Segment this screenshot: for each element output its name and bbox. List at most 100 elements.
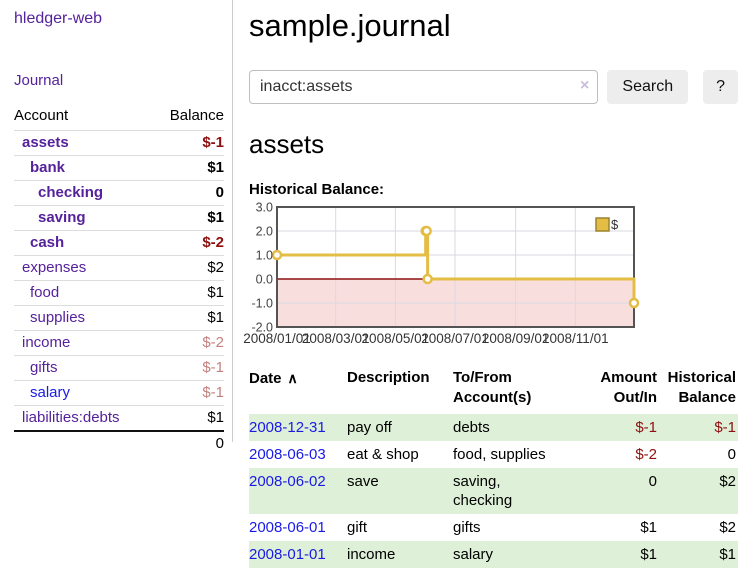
main-content: sample.journal × Search ? assets Histori… — [243, 0, 738, 568]
account-balance: $2 — [207, 259, 224, 276]
accounts-cell: saving, checking — [453, 473, 513, 509]
account-balance: $1 — [207, 284, 224, 301]
register-row: 2008-12-31 pay off debts $-1 $-1 — [249, 414, 738, 441]
account-link-gifts[interactable]: gifts — [30, 359, 58, 376]
transaction-date-link[interactable]: 2008-06-02 — [249, 473, 326, 490]
search-form: × Search ? — [249, 70, 738, 104]
account-link-liabilities-debts[interactable]: liabilities:debts — [22, 409, 120, 426]
account-link-saving[interactable]: saving — [38, 209, 86, 226]
balance-cell: $2 — [719, 473, 736, 490]
svg-text:2008/05/01: 2008/05/01 — [362, 331, 430, 346]
header-amount: Amount Out/In — [600, 369, 657, 406]
account-row: expenses $2 — [14, 255, 224, 280]
accounts-total-row: 0 — [14, 430, 224, 456]
account-row: supplies $1 — [14, 305, 224, 330]
header-date[interactable]: Date ∧ — [249, 370, 298, 387]
account-link-cash[interactable]: cash — [30, 234, 65, 251]
search-input[interactable] — [249, 70, 599, 104]
amount-cell: $1 — [640, 546, 657, 563]
register-row: 2008-06-02 save saving, checking 0 $2 — [249, 468, 738, 514]
description-cell: pay off — [347, 419, 392, 436]
account-row: income $-2 — [14, 330, 224, 355]
svg-text:2.0: 2.0 — [256, 225, 273, 239]
register-row: 2008-01-01 income salary $1 $1 — [249, 541, 738, 568]
balance-cell: $1 — [719, 546, 736, 563]
balance-cell: 0 — [727, 446, 736, 463]
account-balance: $1 — [207, 409, 224, 426]
transaction-date-link[interactable]: 2008-12-31 — [249, 419, 326, 436]
account-balance: $1 — [207, 309, 224, 326]
header-description: Description — [347, 369, 430, 386]
account-balance: $-1 — [202, 134, 224, 151]
clear-search-icon[interactable]: × — [580, 77, 590, 94]
account-link-income[interactable]: income — [22, 334, 71, 351]
accounts-total-value: 0 — [215, 435, 224, 452]
brand-link[interactable]: hledger-web — [14, 10, 103, 27]
page-title: sample.journal — [249, 8, 451, 43]
svg-text:1.0: 1.0 — [256, 249, 273, 263]
account-link-bank[interactable]: bank — [30, 159, 66, 176]
accounts-table-header: Account Balance — [14, 105, 224, 130]
register-row: 2008-06-01 gift gifts $1 $2 — [249, 514, 738, 541]
svg-text:2008/01/01: 2008/01/01 — [243, 331, 311, 346]
transaction-date-link[interactable]: 2008-06-01 — [249, 519, 326, 536]
amount-cell: $1 — [640, 519, 657, 536]
account-link-salary[interactable]: salary — [30, 384, 71, 401]
account-row: gifts $-1 — [14, 355, 224, 380]
description-cell: gift — [347, 519, 368, 536]
transaction-date-link[interactable]: 2008-06-03 — [249, 446, 326, 463]
svg-text:2008/07/01: 2008/07/01 — [421, 331, 489, 346]
accounts-cell: gifts — [453, 519, 481, 536]
amount-cell: 0 — [648, 473, 657, 490]
sort-asc-icon: ∧ — [287, 370, 298, 386]
svg-text:2008/09/01: 2008/09/01 — [482, 331, 550, 346]
balance-cell: $2 — [719, 519, 736, 536]
svg-text:-2.0: -2.0 — [251, 321, 273, 335]
svg-text:-1.0: -1.0 — [251, 297, 273, 311]
account-balance: $-1 — [202, 359, 224, 376]
balance-cell: $-1 — [714, 419, 736, 436]
help-button[interactable]: ? — [703, 70, 738, 104]
sidebar: hledger-web Journal Account Balance asse… — [0, 0, 233, 452]
amount-cell: $-1 — [635, 419, 657, 436]
account-balance: $1 — [207, 159, 224, 176]
balance-column-header: Balance — [169, 107, 224, 124]
account-row: cash $-2 — [14, 230, 224, 255]
account-balance: $-1 — [202, 384, 224, 401]
account-row: checking 0 — [14, 180, 224, 205]
register-table: Date ∧ Description To/From Account(s) Amo… — [249, 367, 738, 568]
account-link-expenses[interactable]: expenses — [22, 259, 87, 276]
svg-text:0.0: 0.0 — [256, 273, 273, 287]
accounts-cell: food, supplies — [453, 446, 546, 463]
header-accounts: To/From Account(s) — [453, 369, 532, 406]
account-row: bank $1 — [14, 155, 224, 180]
account-heading: assets — [249, 129, 325, 159]
account-balance: $-2 — [202, 334, 224, 351]
account-row: saving $1 — [14, 205, 224, 230]
svg-text:$: $ — [611, 217, 619, 232]
account-link-food[interactable]: food — [30, 284, 60, 301]
svg-text:2008/11/01: 2008/11/01 — [542, 331, 609, 346]
account-link-checking[interactable]: checking — [38, 184, 104, 201]
account-balance: $1 — [207, 209, 224, 226]
account-link-assets[interactable]: assets — [22, 134, 69, 151]
account-row: liabilities:debts $1 — [14, 405, 224, 430]
account-balance: $-2 — [202, 234, 224, 251]
accounts-table: Account Balance assets $-1 bank $1 check… — [14, 105, 224, 456]
register-header-row: Date ∧ Description To/From Account(s) Amo… — [249, 367, 738, 414]
search-button[interactable]: Search — [607, 70, 689, 104]
account-row: food $1 — [14, 280, 224, 305]
account-link-supplies[interactable]: supplies — [30, 309, 86, 326]
description-cell: save — [347, 473, 379, 490]
header-balance: Historical Balance — [667, 369, 736, 406]
description-cell: eat & shop — [347, 446, 419, 463]
svg-text:3.0: 3.0 — [256, 201, 273, 215]
account-row: assets $-1 — [14, 130, 224, 155]
accounts-cell: salary — [453, 546, 494, 563]
chart-title: Historical Balance: — [249, 181, 385, 198]
historical-balance-chart: $3.0 2.0 1.0 0.0 -1.0 -2.02008/01/012008/03/0… — [243, 201, 640, 346]
amount-cell: $-2 — [635, 446, 657, 463]
account-row: salary $-1 — [14, 380, 224, 405]
transaction-date-link[interactable]: 2008-01-01 — [249, 546, 326, 563]
sidebar-item-journal[interactable]: Journal — [14, 72, 64, 89]
